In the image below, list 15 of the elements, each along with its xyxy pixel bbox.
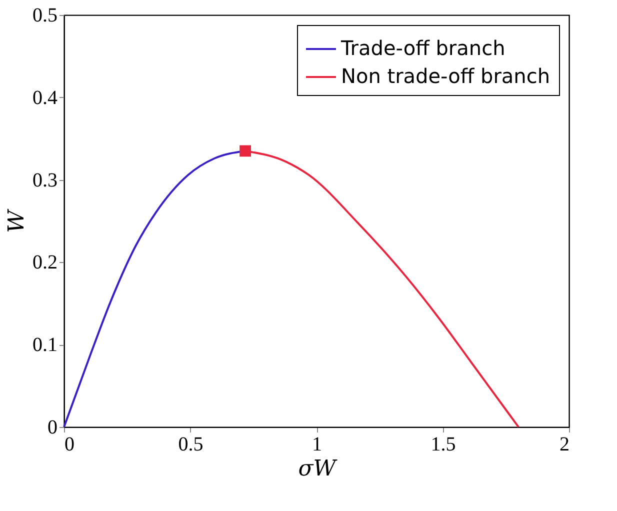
y-tick-label: 0 — [48, 416, 58, 438]
y-tick-label: 0.2 — [32, 252, 58, 274]
legend-label: Non trade-off branch — [341, 64, 550, 88]
y-axis-title: W — [4, 208, 30, 233]
y-tick-label: 0.4 — [32, 86, 58, 109]
x-tick-label: 1.5 — [430, 434, 456, 456]
x-tick-label: 2 — [560, 434, 570, 456]
y-tick-label: 0.5 — [32, 4, 58, 26]
x-tick-label: 0.5 — [178, 434, 204, 456]
x-tick-label: 0 — [64, 434, 74, 456]
x-tick-label: 1 — [312, 434, 322, 456]
y-tick-label: 0.1 — [32, 334, 58, 356]
y-tick-label: 0.3 — [32, 169, 58, 192]
legend-label: Trade-off branch — [340, 36, 506, 60]
x-axis-title: σW — [298, 456, 338, 482]
